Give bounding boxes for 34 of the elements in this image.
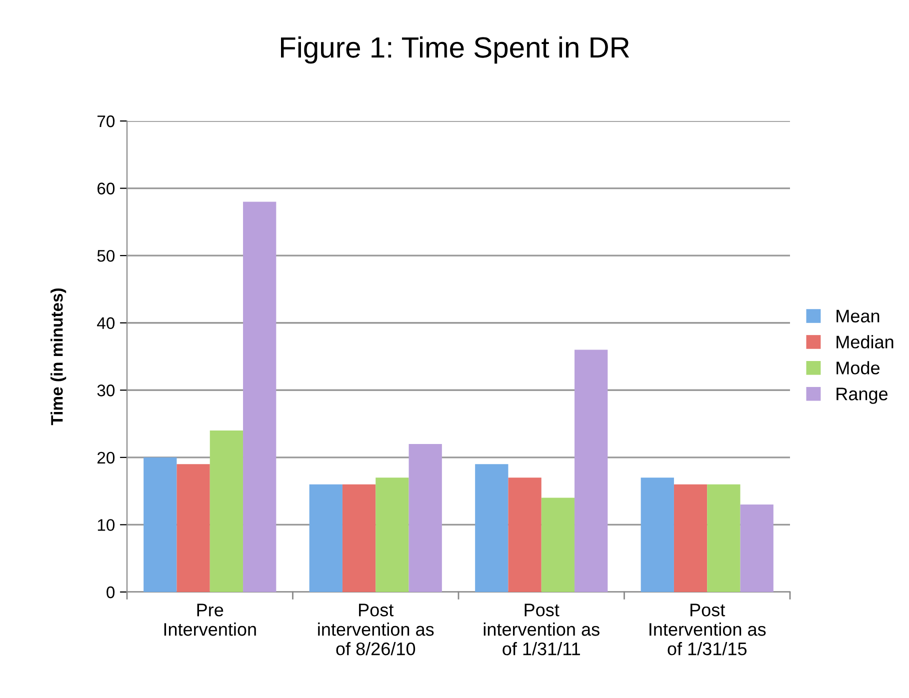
y-axis-title: Time (in minutes) bbox=[50, 288, 66, 426]
chart-title: Figure 1: Time Spent in DR bbox=[281, 36, 630, 64]
bar bbox=[210, 430, 244, 592]
bar bbox=[176, 464, 210, 592]
bar bbox=[342, 484, 376, 592]
bar bbox=[640, 478, 674, 592]
bar bbox=[740, 504, 774, 592]
bar bbox=[541, 498, 575, 592]
bar bbox=[376, 478, 409, 592]
legend-label: Median bbox=[836, 335, 894, 348]
x-tick-label: Post intervention as of 8/26/10 bbox=[318, 604, 434, 656]
bar bbox=[475, 464, 508, 592]
y-tick-label: 0 bbox=[106, 586, 115, 598]
bar bbox=[707, 484, 740, 592]
bar bbox=[243, 202, 276, 592]
bar bbox=[574, 350, 608, 592]
bar bbox=[508, 478, 542, 592]
bar bbox=[408, 444, 442, 592]
y-tick-label: 70 bbox=[98, 115, 115, 128]
y-tick-label: 50 bbox=[97, 250, 115, 262]
y-tick-label: 20 bbox=[97, 452, 115, 464]
x-tick-label: Pre Intervention bbox=[164, 604, 256, 636]
bar bbox=[309, 484, 342, 592]
bar bbox=[144, 457, 177, 592]
y-tick-label: 10 bbox=[98, 519, 115, 531]
x-tick-label: Post intervention as of 1/31/11 bbox=[484, 604, 600, 656]
legend-label: Mean bbox=[836, 310, 880, 322]
bar bbox=[674, 484, 708, 592]
y-tick-label: 60 bbox=[98, 182, 115, 194]
legend-label: Range bbox=[836, 388, 888, 404]
legend-label: Mode bbox=[836, 361, 880, 374]
x-tick-label: Post Intervention as of 1/31/15 bbox=[650, 604, 766, 656]
y-tick-label: 40 bbox=[97, 317, 115, 330]
y-tick-label: 30 bbox=[97, 384, 115, 396]
